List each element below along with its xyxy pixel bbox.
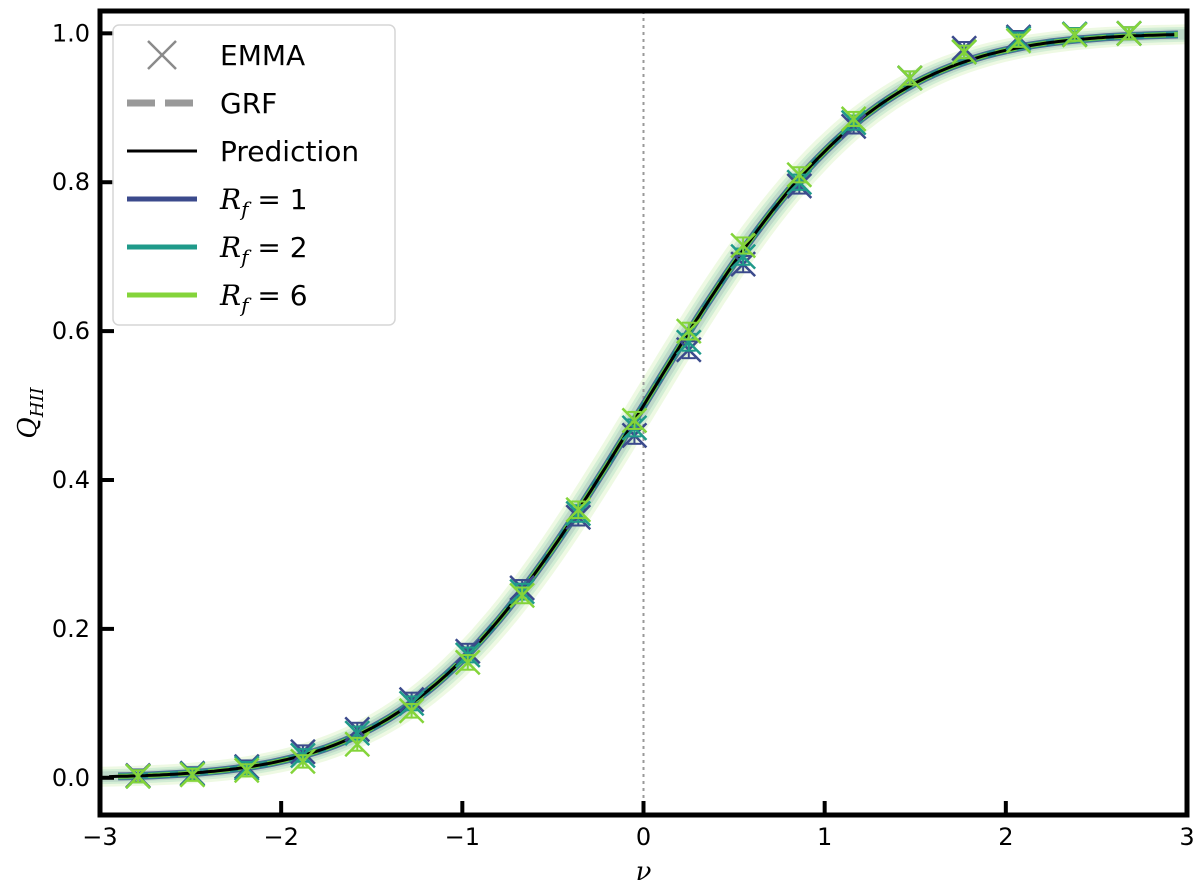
legend-item: Prediction bbox=[127, 135, 359, 168]
y-axis-label-sub: HII bbox=[27, 386, 48, 418]
legend-label: Rf = 1 bbox=[219, 183, 308, 221]
emma-marker bbox=[125, 763, 151, 790]
x-tick-label: 1 bbox=[817, 823, 832, 851]
legend: EMMA GRF Prediction Rf = 1 Rf = 2 Rf = 6 bbox=[112, 24, 396, 326]
emma-marker bbox=[509, 582, 536, 609]
emma-marker bbox=[675, 329, 702, 356]
legend-item: Rf = 6 bbox=[127, 279, 308, 317]
legend-label: Rf = 2 bbox=[219, 231, 308, 269]
x-tick-label: 0 bbox=[636, 823, 651, 851]
y-tick-label: 0.4 bbox=[52, 466, 90, 494]
emma-marker bbox=[1061, 21, 1088, 48]
y-tick-label: 0.8 bbox=[52, 168, 90, 196]
emma-marker bbox=[621, 407, 648, 434]
series-lines bbox=[109, 30, 1178, 781]
emma-marker bbox=[786, 161, 813, 188]
emma-marker bbox=[675, 318, 702, 344]
emma-marker bbox=[896, 65, 923, 91]
emma-marker bbox=[398, 697, 425, 724]
legend-label: Rf = 6 bbox=[219, 279, 308, 317]
y-tick-label: 1.0 bbox=[52, 19, 90, 47]
prediction-line bbox=[109, 33, 1175, 779]
x-tick-label: 2 bbox=[998, 823, 1013, 851]
emma-marker bbox=[344, 731, 371, 758]
emma-marker bbox=[1116, 20, 1142, 47]
emma-marker bbox=[951, 39, 978, 65]
x-tick-label: −1 bbox=[445, 823, 480, 851]
y-axis-ticks: 0.0 0.2 0.4 0.6 0.8 1.0 bbox=[52, 19, 114, 792]
y-tick-label: 0.0 bbox=[52, 764, 90, 792]
emma-marker bbox=[1005, 27, 1032, 54]
emma-marker bbox=[233, 757, 260, 784]
y-axis-label-main: Q bbox=[13, 417, 43, 438]
x-axis-ticks: −3 −2 −1 0 1 2 3 bbox=[82, 801, 1195, 851]
emma-marker bbox=[730, 232, 757, 259]
legend-label: Prediction bbox=[220, 135, 359, 168]
y-tick-label: 0.2 bbox=[52, 615, 90, 643]
legend-item: Rf = 2 bbox=[127, 231, 308, 269]
x-tick-label: 3 bbox=[1179, 823, 1194, 851]
x-tick-label: −2 bbox=[263, 823, 298, 851]
emma-marker bbox=[565, 496, 592, 523]
legend-item: Rf = 1 bbox=[127, 183, 308, 221]
emma-marker bbox=[840, 106, 867, 132]
legend-label: GRF bbox=[220, 87, 277, 120]
legend-label: EMMA bbox=[220, 39, 305, 72]
y-axis-label: QHII bbox=[13, 386, 48, 438]
x-tick-label: −3 bbox=[82, 823, 117, 851]
legend-item: EMMA bbox=[147, 39, 305, 72]
emma-marker bbox=[179, 761, 206, 788]
legend-item: GRF bbox=[127, 87, 277, 120]
emma-marker bbox=[454, 649, 481, 676]
emma-markers bbox=[125, 20, 1142, 790]
x-axis-label: ν bbox=[636, 857, 652, 887]
emma-marker bbox=[290, 748, 316, 775]
y-tick-label: 0.6 bbox=[52, 317, 90, 345]
